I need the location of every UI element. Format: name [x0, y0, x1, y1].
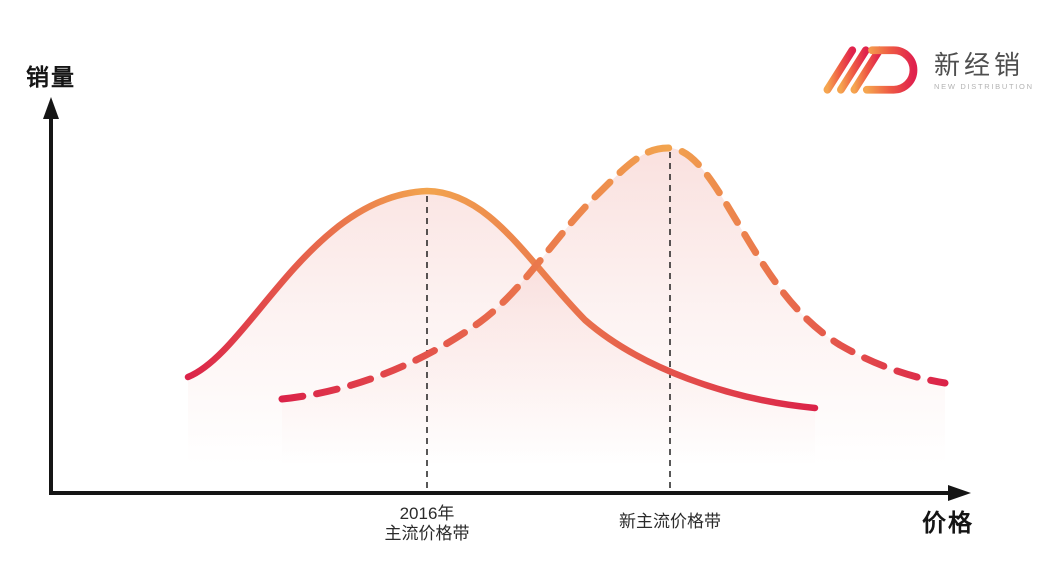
peak-label-new: 新主流价格带	[619, 512, 721, 531]
peak-label-2016-line2: 主流价格带	[384, 524, 470, 543]
brand-logo-text: 新经销 NEW DISTRIBUTION	[934, 50, 1034, 91]
brand-name-cn: 新经销	[934, 49, 1025, 80]
brand-logo: 新经销 NEW DISTRIBUTION	[820, 42, 1034, 98]
curve-new-area-fill	[282, 148, 945, 472]
x-axis-arrow-icon	[948, 485, 971, 501]
x-axis-label: 价格	[922, 510, 974, 537]
peak-label-2016-line1: 2016年	[399, 504, 455, 523]
y-axis-label: 销量	[26, 64, 76, 90]
curve-new-dashed	[278, 144, 949, 403]
brand-name-en: NEW DISTRIBUTION	[934, 81, 1034, 91]
nd-logo-icon	[823, 46, 918, 94]
peak-label-2016: 2016年 主流价格带	[332, 504, 522, 544]
curve-2016-solid	[184, 187, 819, 412]
y-axis-arrow-icon	[43, 97, 59, 119]
